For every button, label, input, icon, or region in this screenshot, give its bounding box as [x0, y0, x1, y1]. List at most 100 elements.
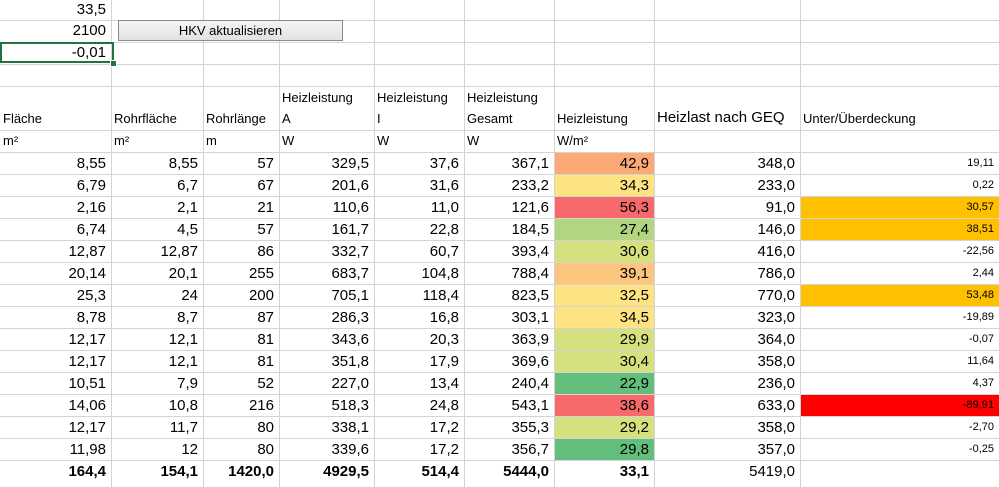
- table-cell-rohrflaeche[interactable]: 6,7: [177, 177, 198, 194]
- header-heizleistung-i-line2[interactable]: I: [377, 111, 381, 126]
- table-cell-heizlast[interactable]: 358,0: [757, 353, 795, 370]
- table-cell-hl_a[interactable]: 351,8: [331, 353, 369, 370]
- table-cell-heizlast[interactable]: 633,0: [757, 397, 795, 414]
- table-cell-hl_wm2[interactable]: 22,9: [619, 375, 649, 392]
- table-cell-rohrlaenge[interactable]: 200: [248, 287, 274, 304]
- table-cell-hl_g[interactable]: 363,9: [511, 331, 549, 348]
- table-cell-hl_i[interactable]: 17,9: [429, 353, 459, 370]
- table-cell-rohrflaeche[interactable]: 12: [181, 441, 198, 458]
- table-cell-unter[interactable]: -22,56: [962, 245, 994, 257]
- table-cell-rohrlaenge[interactable]: 81: [257, 331, 274, 348]
- table-cell-hl_wm2[interactable]: 39,1: [619, 265, 649, 282]
- table-cell-hl_g[interactable]: 303,1: [511, 309, 549, 326]
- unit-heizleistung-i[interactable]: W: [377, 133, 390, 148]
- header-rohrlaenge[interactable]: Rohrlänge: [206, 111, 266, 126]
- table-cell-hl_i[interactable]: 24,8: [429, 397, 459, 414]
- table-cell-hl_a[interactable]: 338,1: [331, 419, 369, 436]
- table-cell-flaeche[interactable]: 12,17: [68, 353, 106, 370]
- table-cell-heizlast[interactable]: 236,0: [757, 375, 795, 392]
- table-cell-heizlast[interactable]: 416,0: [757, 243, 795, 260]
- table-cell-unter[interactable]: 53,48: [966, 289, 994, 301]
- table-cell-hl_g[interactable]: 233,2: [511, 177, 549, 194]
- table-cell-heizlast[interactable]: 786,0: [757, 265, 795, 282]
- table-cell-hl_i[interactable]: 16,8: [429, 309, 459, 326]
- table-cell-hl_a[interactable]: 705,1: [331, 287, 369, 304]
- table-cell-rohrflaeche[interactable]: 4,5: [177, 221, 198, 238]
- table-cell-hl_wm2[interactable]: 38,6: [619, 397, 649, 414]
- table-cell-rohrflaeche[interactable]: 10,8: [168, 397, 198, 414]
- table-cell-rohrflaeche[interactable]: 12,87: [160, 243, 198, 260]
- table-cell-rohrlaenge[interactable]: 81: [257, 353, 274, 370]
- table-cell-hl_wm2[interactable]: 30,6: [619, 243, 649, 260]
- table-cell-hl_a[interactable]: 332,7: [331, 243, 369, 260]
- total-rohrflaeche[interactable]: 154,1: [160, 463, 198, 480]
- table-cell-heizlast[interactable]: 357,0: [757, 441, 795, 458]
- table-cell-hl_wm2[interactable]: 56,3: [619, 199, 649, 216]
- table-cell-hl_wm2[interactable]: 32,5: [619, 287, 649, 304]
- table-cell-hl_wm2[interactable]: 29,2: [619, 419, 649, 436]
- table-cell-unter[interactable]: 19,11: [967, 157, 994, 169]
- header-flaeche[interactable]: Fläche: [3, 111, 43, 126]
- table-cell-hl_i[interactable]: 17,2: [429, 419, 459, 436]
- table-cell-rohrlaenge[interactable]: 80: [257, 441, 274, 458]
- table-cell-hl_wm2[interactable]: 34,5: [619, 309, 649, 326]
- table-cell-unter[interactable]: 2,44: [972, 267, 994, 279]
- table-cell-heizlast[interactable]: 146,0: [757, 221, 795, 238]
- table-cell-hl_a[interactable]: 683,7: [331, 265, 369, 282]
- table-cell-unter[interactable]: 4,37: [972, 377, 994, 389]
- header-heizleistung-gesamt-line2[interactable]: Gesamt: [467, 111, 513, 126]
- table-cell-flaeche[interactable]: 12,87: [68, 243, 106, 260]
- cell-value-1[interactable]: 33,5: [76, 1, 106, 18]
- unit-rohrflaeche[interactable]: m²: [114, 133, 130, 148]
- table-cell-unter[interactable]: -0,25: [968, 443, 994, 455]
- table-cell-hl_i[interactable]: 104,8: [421, 265, 459, 282]
- table-cell-hl_i[interactable]: 22,8: [429, 221, 459, 238]
- table-cell-flaeche[interactable]: 6,79: [76, 177, 106, 194]
- table-cell-flaeche[interactable]: 14,06: [68, 397, 106, 414]
- table-cell-heizlast[interactable]: 364,0: [757, 331, 795, 348]
- table-cell-unter[interactable]: -2,70: [968, 421, 994, 433]
- table-cell-heizlast[interactable]: 323,0: [757, 309, 795, 326]
- table-cell-hl_wm2[interactable]: 29,8: [619, 441, 649, 458]
- table-cell-hl_g[interactable]: 788,4: [511, 265, 549, 282]
- table-cell-rohrlaenge[interactable]: 67: [257, 177, 274, 194]
- total-hl_a[interactable]: 4929,5: [323, 463, 369, 480]
- total-flaeche[interactable]: 164,4: [68, 463, 106, 480]
- table-cell-hl_i[interactable]: 60,7: [429, 243, 459, 260]
- table-cell-hl_g[interactable]: 184,5: [511, 221, 549, 238]
- table-cell-unter[interactable]: -89,91: [962, 399, 994, 411]
- table-cell-hl_a[interactable]: 201,6: [331, 177, 369, 194]
- table-cell-rohrlaenge[interactable]: 21: [257, 199, 274, 216]
- table-cell-hl_g[interactable]: 543,1: [511, 397, 549, 414]
- table-cell-flaeche[interactable]: 8,55: [76, 155, 106, 172]
- table-cell-hl_g[interactable]: 121,6: [511, 199, 549, 216]
- table-cell-unter[interactable]: -0,07: [968, 333, 994, 345]
- table-cell-hl_wm2[interactable]: 34,3: [619, 177, 649, 194]
- header-heizlast[interactable]: Heizlast nach GEQ: [657, 109, 785, 126]
- table-cell-hl_i[interactable]: 31,6: [429, 177, 459, 194]
- unit-heizleistung-gesamt[interactable]: W: [467, 133, 480, 148]
- table-cell-flaeche[interactable]: 2,16: [76, 199, 106, 216]
- table-cell-flaeche[interactable]: 6,74: [76, 221, 106, 238]
- table-cell-rohrflaeche[interactable]: 8,7: [177, 309, 198, 326]
- header-heizleistung-a-line2[interactable]: A: [282, 111, 291, 126]
- fill-handle[interactable]: [110, 60, 117, 67]
- unit-heizleistung-a[interactable]: W: [282, 133, 295, 148]
- table-cell-flaeche[interactable]: 10,51: [68, 375, 106, 392]
- table-cell-hl_wm2[interactable]: 29,9: [619, 331, 649, 348]
- table-cell-flaeche[interactable]: 11,98: [69, 441, 106, 458]
- cell-value-3[interactable]: -0,01: [71, 44, 106, 61]
- header-heizleistung[interactable]: Heizleistung: [557, 111, 628, 126]
- table-cell-hl_a[interactable]: 161,7: [331, 221, 369, 238]
- table-cell-rohrlaenge[interactable]: 57: [257, 155, 274, 172]
- table-cell-rohrlaenge[interactable]: 87: [257, 309, 274, 326]
- table-cell-unter[interactable]: 30,57: [966, 201, 994, 213]
- table-cell-hl_i[interactable]: 118,4: [422, 287, 459, 304]
- total-heizlast[interactable]: 5419,0: [749, 463, 795, 480]
- table-cell-heizlast[interactable]: 233,0: [757, 177, 795, 194]
- table-cell-rohrflaeche[interactable]: 11,7: [169, 419, 198, 436]
- table-cell-heizlast[interactable]: 770,0: [757, 287, 795, 304]
- table-cell-unter[interactable]: -19,89: [962, 311, 994, 323]
- table-cell-rohrflaeche[interactable]: 2,1: [177, 199, 198, 216]
